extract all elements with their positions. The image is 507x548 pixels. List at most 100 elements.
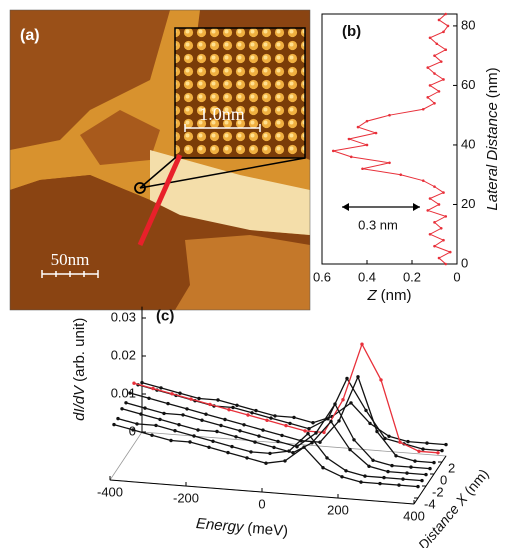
spectrum-point: [284, 424, 287, 427]
spectrum-point: [112, 423, 115, 426]
profile-point: [357, 126, 360, 129]
spectrum-point: [394, 454, 397, 457]
spectrum-point: [264, 462, 267, 465]
profile-point: [388, 162, 391, 165]
profile-point: [422, 179, 425, 182]
spectrum-point: [340, 475, 343, 478]
spectrum-point: [131, 428, 134, 431]
spectrum-point: [120, 407, 123, 410]
profile-point: [422, 108, 425, 111]
spectrum-point: [166, 402, 169, 405]
spectrum-point: [329, 420, 332, 423]
spectrum-point: [211, 440, 214, 443]
annotation: 0.3 nm: [358, 217, 398, 232]
spectrum-point: [420, 479, 423, 482]
profile-point: [442, 239, 445, 242]
profile-point: [388, 114, 391, 117]
spectrum-point: [128, 391, 131, 394]
profile-point: [442, 191, 445, 194]
x-tick-label: 0: [453, 269, 460, 284]
spectrum-point: [181, 413, 184, 416]
spectrum-point: [223, 418, 226, 421]
spectrum-point: [269, 416, 272, 419]
spectrum-point: [132, 382, 135, 385]
x-tick-label: -400: [97, 484, 123, 499]
y-tick-label: 0: [461, 255, 468, 270]
spectrum-point: [273, 414, 276, 417]
spectrum-line: [126, 403, 430, 469]
spectrum-point: [368, 422, 371, 425]
profile-point: [361, 167, 364, 170]
spectrum-point: [177, 423, 180, 426]
spectrum-point: [231, 406, 234, 409]
spectrum-point: [321, 466, 324, 469]
profile-point: [375, 132, 378, 135]
spectrum-point: [382, 476, 385, 479]
spectrum-point: [378, 482, 381, 485]
z-tick-label: 0.01: [111, 385, 136, 400]
x-tick-label: 400: [403, 508, 425, 523]
atomic-inset: [175, 28, 305, 158]
waterfall-chart: 00.010.020.03-400-2000200400-4-202dI/dV(…: [71, 307, 491, 548]
spectrum-point: [192, 434, 195, 437]
y-axis-label-part: Lateral Distance: [484, 102, 501, 210]
y-axis-label-part: (nm): [484, 67, 501, 98]
panel-label: (b): [342, 23, 361, 40]
panel-label: (a): [20, 27, 40, 44]
spectrum-point: [143, 406, 146, 409]
profile-point: [348, 138, 351, 141]
spectrum-point: [207, 446, 210, 449]
spectrum-point: [349, 401, 352, 404]
y-tick-label: 20: [461, 196, 475, 211]
spectrum-point: [325, 456, 328, 459]
spectrum-point: [154, 424, 157, 427]
spectrum-point: [333, 402, 336, 405]
y-tick-label: 2: [448, 460, 455, 475]
y-axis-label-part: (nm): [461, 466, 492, 498]
spectrum-point: [173, 429, 176, 432]
spectrum-point: [352, 438, 355, 441]
spectrum-point: [227, 408, 230, 411]
y-axis-label: Lateral Distance (nm): [484, 67, 501, 210]
spectrum-point: [379, 378, 382, 381]
spectrum-point: [432, 461, 435, 464]
spectrum-point: [311, 421, 314, 424]
x-axis-label-part: Z: [367, 287, 378, 304]
spectrum-point: [387, 435, 390, 438]
x-tick-label: -200: [173, 490, 199, 505]
spectrum-point: [226, 451, 229, 454]
spectrum-point: [250, 411, 253, 414]
spectrum-point: [159, 386, 162, 389]
spectrum-point: [249, 450, 252, 453]
profile-point: [429, 37, 432, 40]
profile-point: [429, 84, 432, 87]
spectrum-point: [405, 471, 408, 474]
spectrum-point: [150, 434, 153, 437]
spectrum-point: [185, 407, 188, 410]
inset-scale-label: 1.0nm: [199, 104, 245, 124]
spectrum-point: [200, 419, 203, 422]
profile-point: [442, 31, 445, 34]
spectrum-point: [116, 417, 119, 420]
x-tick-label: 0.4: [358, 269, 376, 284]
profile-point: [433, 185, 436, 188]
profile-point: [366, 144, 369, 147]
spectrum-point: [307, 427, 310, 430]
spectrum-point: [268, 452, 271, 455]
spectrum-point: [356, 375, 359, 378]
x-tick-label: 0.2: [403, 269, 421, 284]
profile-point: [426, 66, 429, 69]
spectrum-point: [302, 446, 305, 449]
spectrum-point: [344, 469, 347, 472]
spectrum-point: [398, 441, 401, 444]
spectrum-point: [215, 430, 218, 433]
spectrum-point: [170, 392, 173, 395]
spectrum-point: [375, 430, 378, 433]
spectrum-point: [314, 431, 317, 434]
spectrum-point: [189, 397, 192, 400]
y-tick-label: 80: [461, 17, 475, 32]
profile-point: [433, 221, 436, 224]
spectrum-point: [188, 440, 191, 443]
spectrum-point: [124, 401, 127, 404]
